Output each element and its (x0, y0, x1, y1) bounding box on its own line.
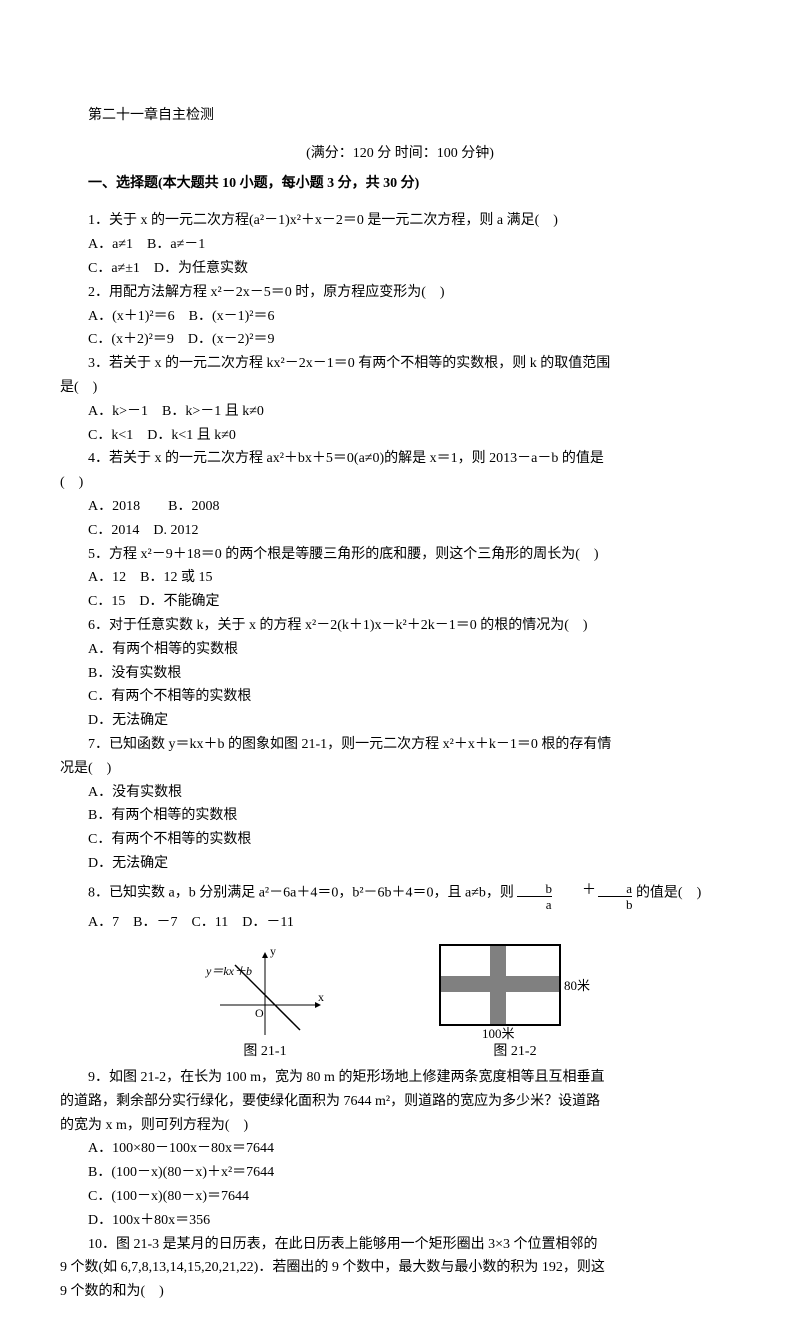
q9-stem-3: 的宽为 x m，则可列方程为( ) (60, 1114, 740, 1138)
q9-opt-d: D．100x＋80x＝356 (60, 1209, 740, 1233)
figure-21-2-caption: 图 21-2 (430, 1040, 600, 1064)
q1-opt-b: B．a≠－1 (147, 237, 205, 252)
figure-21-1-caption: 图 21-1 (200, 1040, 330, 1064)
q3-stem-2: 是( ) (60, 376, 740, 400)
y-axis-label: y (270, 945, 276, 958)
q2-stem: 2．用配方法解方程 x²－2x－5＝0 时，原方程应变形为( ) (60, 281, 740, 305)
q1-opt-c: C．a≠±1 (88, 261, 140, 276)
section-1-heading: 一、选择题(本大题共 10 小题，每小题 3 分，共 30 分) (60, 172, 740, 196)
q9-stem-2: 的道路，剩余部分实行绿化，要使绿化面积为 7644 m²，则道路的宽应为多少米？… (60, 1090, 740, 1114)
q10-stem-1: 10．图 21-3 是某月的日历表，在此日历表上能够用一个矩形圈出 3×3 个位… (60, 1233, 740, 1257)
q8-opt-b: B．－7 (133, 915, 177, 930)
q2-opts-cd: C．(x＋2)²＝9 D．(x－2)²＝9 (60, 328, 740, 352)
q7-opt-b: B．有两个相等的实数根 (60, 804, 740, 828)
q3-opts-ab: A．k>－1 B．k>－1 且 k≠0 (60, 400, 740, 424)
q8-fraction: ba ＋ ab (517, 876, 632, 911)
q2-opt-d: D．(x－2)²＝9 (188, 332, 275, 347)
width-label: 100米 (482, 1026, 515, 1040)
q5-opts-cd: C．15 D．不能确定 (60, 590, 740, 614)
q4-stem-1: 4．若关于 x 的一元二次方程 ax²＋bx＋5＝0(a≠0)的解是 x＝1，则… (60, 447, 740, 471)
q4-opt-c: C．2014 (88, 523, 139, 538)
q4-opt-a: A．2018 (88, 499, 140, 514)
figure-21-1: y x O y＝kx＋b 图 21-1 (200, 945, 330, 1064)
q8-frac-d1: a (518, 898, 552, 911)
q5-opt-a: A．12 (88, 570, 126, 585)
q6-opt-b: B．没有实数根 (60, 662, 740, 686)
q4-opt-d: D. 2012 (153, 523, 198, 538)
q5-stem: 5．方程 x²－9＋18＝0 的两个根是等腰三角形的底和腰，则这个三角形的周长为… (60, 543, 740, 567)
chapter-title: 第二十一章自主检测 (60, 104, 740, 128)
q1-opt-d: D．为任意实数 (154, 261, 248, 276)
q3-stem-1: 3．若关于 x 的一元二次方程 kx²－2x－1＝0 有两个不相等的实数根，则 … (60, 352, 740, 376)
q9-stem-1: 9．如图 21-2，在长为 100 m，宽为 80 m 的矩形场地上修建两条宽度… (60, 1066, 740, 1090)
q8-frac-n1: b (517, 882, 552, 895)
figure-21-2: 80米 100米 图 21-2 (430, 940, 600, 1064)
q8-opt-a: A．7 (88, 915, 119, 930)
q8-frac-n2: a (598, 882, 632, 895)
q8-stem-pre: 8．已知实数 a，b 分别满足 a²－6a＋4＝0，b²－6b＋4＝0，且 a≠… (88, 885, 514, 900)
q9-opt-c: C．(100－x)(80－x)＝7644 (60, 1185, 740, 1209)
q7-opt-d: D．无法确定 (60, 852, 740, 876)
q5-opt-d: D．不能确定 (139, 594, 219, 609)
q3-opt-d: D．k<1 且 k≠0 (147, 428, 236, 443)
q1-opts-ab: A．a≠1 B．a≠－1 (60, 233, 740, 257)
q2-opt-b: B．(x－1)²＝6 (189, 309, 275, 324)
q10-stem-2: 9 个数(如 6,7,8,13,14,15,20,21,22)．若圈出的 9 个… (60, 1256, 740, 1280)
origin-label: O (255, 1006, 264, 1020)
q2-opts-ab: A．(x＋1)²＝6 B．(x－1)²＝6 (60, 305, 740, 329)
q4-opt-b: B．2008 (168, 499, 219, 514)
q6-opt-d: D．无法确定 (60, 709, 740, 733)
x-axis-label: x (318, 990, 324, 1004)
q9-opt-a: A．100×80－100x－80x＝7644 (60, 1137, 740, 1161)
q7-opt-a: A．没有实数根 (60, 781, 740, 805)
q8-opts: A．7 B．－7 C．11 D．－11 (60, 911, 740, 935)
q7-opt-c: C．有两个不相等的实数根 (60, 828, 740, 852)
q9-opt-b: B．(100－x)(80－x)＋x²＝7644 (60, 1161, 740, 1185)
q8-stem-post: 的值是( ) (636, 885, 701, 900)
q6-opt-a: A．有两个相等的实数根 (60, 638, 740, 662)
line-equation-label: y＝kx＋b (205, 964, 252, 978)
q3-opt-b: B．k>－1 且 k≠0 (162, 404, 264, 419)
q8-opt-c: C．11 (191, 915, 228, 930)
q8-frac-plus: ＋ (554, 876, 596, 911)
q7-stem-1: 7．已知函数 y＝kx＋b 的图象如图 21-1，则一元二次方程 x²＋x＋k－… (60, 733, 740, 757)
q3-opt-c: C．k<1 (88, 428, 133, 443)
q4-opts-ab: A．2018 B．2008 (60, 495, 740, 519)
q10-stem-3: 9 个数的和为( ) (60, 1280, 740, 1304)
height-label: 80米 (564, 978, 590, 993)
horizontal-road-icon (440, 976, 560, 992)
q1-opt-a: A．a≠1 (88, 237, 133, 252)
q8-opt-d: D．－11 (242, 915, 294, 930)
exam-meta: (满分：120 分 时间：100 分钟) (60, 142, 740, 166)
q5-opt-b: B．12 或 15 (140, 570, 212, 585)
q3-opt-a: A．k>－1 (88, 404, 148, 419)
q6-stem: 6．对于任意实数 k，关于 x 的方程 x²－2(k＋1)x－k²＋2k－1＝0… (60, 614, 740, 638)
q8-frac-d2: b (598, 898, 633, 911)
q5-opts-ab: A．12 B．12 或 15 (60, 566, 740, 590)
q4-stem-2: ( ) (60, 471, 740, 495)
q2-opt-c: C．(x＋2)²＝9 (88, 332, 174, 347)
q6-opt-c: C．有两个不相等的实数根 (60, 685, 740, 709)
q8-stem: 8．已知实数 a，b 分别满足 a²－6a＋4＝0，b²－6b＋4＝0，且 a≠… (60, 876, 740, 911)
q2-opt-a: A．(x＋1)²＝6 (88, 309, 175, 324)
q1-opts-cd: C．a≠±1 D．为任意实数 (60, 257, 740, 281)
q1-stem: 1．关于 x 的一元二次方程(a²－1)x²＋x－2＝0 是一元二次方程，则 a… (60, 209, 740, 233)
q5-opt-c: C．15 (88, 594, 125, 609)
q4-opts-cd: C．2014 D. 2012 (60, 519, 740, 543)
q3-opts-cd: C．k<1 D．k<1 且 k≠0 (60, 424, 740, 448)
q7-stem-2: 况是( ) (60, 757, 740, 781)
